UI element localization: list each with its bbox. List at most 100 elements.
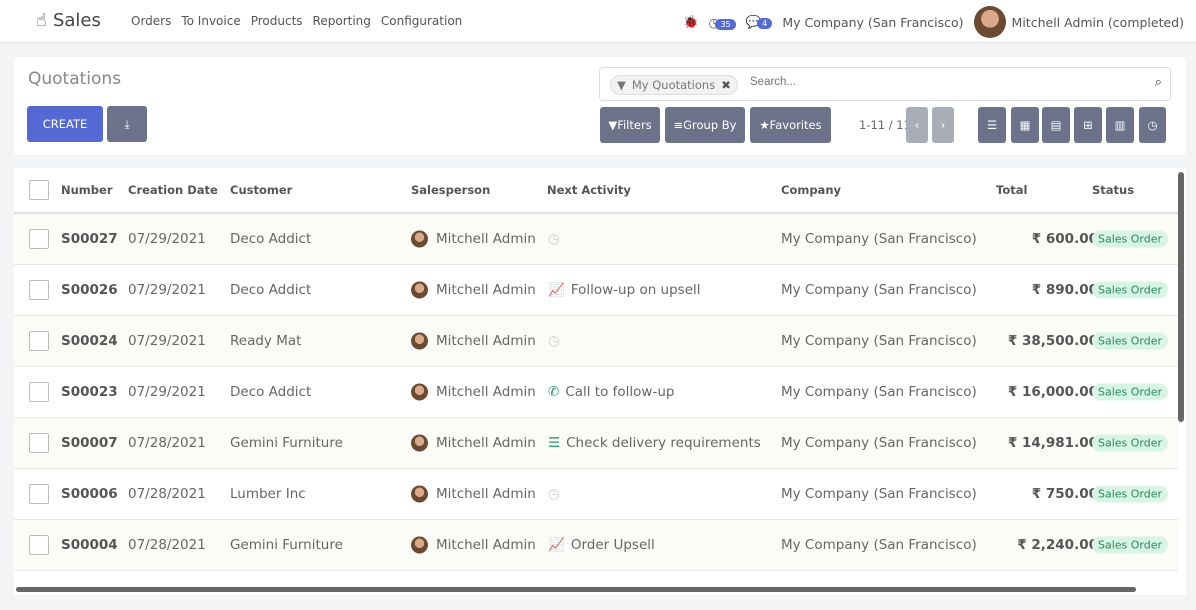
list-icon: ☰ — [986, 118, 998, 132]
clock-icon[interactable]: ◷ — [548, 231, 560, 247]
menu-orders[interactable]: Orders — [131, 14, 172, 28]
col-total[interactable]: Total — [996, 183, 1028, 197]
total: ₹ 2,240.00 — [1017, 537, 1098, 553]
status-badge: Sales Order — [1092, 434, 1169, 452]
col-next-activity[interactable]: Next Activity — [547, 183, 631, 197]
order-number: S00006 — [61, 486, 118, 502]
company: My Company (San Francisco) — [781, 231, 977, 247]
company: My Company (San Francisco) — [781, 333, 977, 349]
next-activity[interactable]: ◷ — [548, 486, 566, 502]
chart-line-icon[interactable]: 📈 — [548, 537, 565, 553]
kanban-view-button[interactable]: ▦ — [1011, 107, 1039, 143]
row-checkbox[interactable] — [29, 484, 49, 504]
app-brand[interactable]: ☝ Sales — [36, 10, 101, 31]
favorites-button[interactable]: ★ Favorites — [750, 107, 831, 143]
next-activity[interactable]: ◷ — [548, 333, 566, 349]
total: ₹ 890.00 — [1031, 282, 1098, 298]
search-input[interactable] — [750, 76, 1130, 88]
group-by-button[interactable]: ≡ Group By — [665, 107, 745, 143]
col-customer[interactable]: Customer — [230, 183, 293, 197]
page-title: Quotations — [28, 69, 122, 89]
menu-reporting[interactable]: Reporting — [312, 14, 371, 28]
horizontal-scrollbar[interactable] — [16, 587, 1136, 592]
download-button[interactable]: ⤓ — [107, 106, 147, 142]
user-menu[interactable]: Mitchell Admin (completed) — [1011, 14, 1184, 30]
menu-configuration[interactable]: Configuration — [380, 14, 463, 28]
calendar-view-button[interactable]: ▤ — [1042, 107, 1070, 143]
status-badge: Sales Order — [1092, 383, 1169, 401]
order-number: S00024 — [61, 333, 118, 349]
user-avatar[interactable] — [973, 6, 1006, 38]
next-activity[interactable]: 📈 Order Upsell — [548, 537, 655, 553]
activity-view-button[interactable]: ◷ — [1139, 107, 1166, 143]
next-activity[interactable]: ☰ Check delivery requirements — [548, 435, 761, 451]
col-creation-date[interactable]: Creation Date — [128, 183, 218, 197]
salesperson: Mitchell Admin — [411, 536, 536, 554]
graph-view-button[interactable]: ▥ — [1106, 107, 1134, 143]
search-bar: ▼My Quotations✖ ⌕ — [599, 67, 1171, 101]
status-badge: Sales Order — [1092, 332, 1169, 350]
remove-facet-icon[interactable]: ✖ — [721, 78, 731, 92]
debug-bug-icon[interactable]: 🐞 — [682, 14, 699, 29]
company: My Company (San Francisco) — [781, 537, 977, 553]
table-row[interactable]: S00027 07/29/2021 Deco Addict Mitchell A… — [14, 214, 1178, 265]
creation-date: 07/28/2021 — [128, 486, 206, 502]
customer: Gemini Furniture — [230, 537, 343, 553]
tasks-icon[interactable]: ☰ — [548, 435, 561, 451]
col-salesperson[interactable]: Salesperson — [411, 183, 491, 197]
next-activity[interactable]: 📈 Follow-up on upsell — [548, 282, 701, 298]
total: ₹ 600.00 — [1031, 231, 1098, 247]
row-checkbox[interactable] — [29, 280, 49, 300]
menu-to-invoice[interactable]: To Invoice — [181, 14, 241, 28]
col-number[interactable]: Number — [61, 183, 113, 197]
col-status[interactable]: Status — [1092, 183, 1135, 197]
pager-previous-button[interactable]: ‹ — [906, 107, 928, 143]
filter-icon: ▼ — [617, 78, 626, 92]
order-number: S00027 — [61, 231, 118, 247]
table-row[interactable]: S00023 07/29/2021 Deco Addict Mitchell A… — [14, 367, 1178, 418]
clock-icon: ◷ — [1147, 118, 1158, 132]
row-checkbox[interactable] — [29, 331, 49, 351]
select-all-checkbox[interactable] — [29, 180, 49, 200]
creation-date: 07/29/2021 — [128, 282, 206, 298]
pivot-view-button[interactable]: ⊞ — [1074, 107, 1102, 143]
search-icon[interactable]: ⌕ — [1154, 75, 1162, 90]
next-activity[interactable]: ◷ — [548, 231, 566, 247]
row-checkbox[interactable] — [29, 433, 49, 453]
top-navbar: ☝ Sales Orders To Invoice Products Report… — [0, 0, 1196, 43]
row-checkbox[interactable] — [29, 535, 49, 555]
table-row[interactable]: S00004 07/28/2021 Gemini Furniture Mitch… — [14, 520, 1178, 571]
menu-products[interactable]: Products — [250, 14, 303, 28]
quotations-table: Number Creation Date Customer Salesperso… — [14, 168, 1186, 595]
chart-line-icon[interactable]: 📈 — [548, 282, 565, 298]
table-row[interactable]: S00006 07/28/2021 Lumber Inc Mitchell Ad… — [14, 469, 1178, 520]
control-panel: Quotations CREATE ⤓ ▼My Quotations✖ ⌕ ▼F… — [14, 57, 1186, 155]
company-switcher[interactable]: My Company (San Francisco) — [782, 14, 964, 30]
filters-button[interactable]: ▼ Filters — [600, 107, 660, 143]
pager-value[interactable]: 1-11 / 11 — [859, 118, 911, 132]
col-company[interactable]: Company — [781, 183, 841, 197]
list-view-button[interactable]: ☰ — [978, 107, 1006, 143]
row-checkbox[interactable] — [29, 382, 49, 402]
status-badge: Sales Order — [1092, 536, 1169, 554]
salesperson: Mitchell Admin — [411, 434, 536, 452]
next-activity[interactable]: ✆ Call to follow-up — [548, 384, 675, 400]
creation-date: 07/28/2021 — [128, 435, 206, 451]
phone-icon[interactable]: ✆ — [548, 384, 560, 400]
messages-button[interactable]: 💬4 — [746, 14, 773, 30]
bars-icon: ≡ — [673, 118, 684, 132]
row-checkbox[interactable] — [29, 229, 49, 249]
create-button[interactable]: CREATE — [27, 106, 103, 142]
order-number: S00004 — [61, 537, 118, 553]
table-row[interactable]: S00026 07/29/2021 Deco Addict Mitchell A… — [14, 265, 1178, 316]
vertical-scrollbar[interactable] — [1178, 172, 1184, 422]
pager-next-button[interactable]: › — [932, 107, 954, 143]
table-row[interactable]: S00007 07/28/2021 Gemini Furniture Mitch… — [14, 418, 1178, 469]
clock-icon[interactable]: ◷ — [548, 333, 560, 349]
activity-button[interactable]: ◷35 — [709, 15, 736, 30]
search-facet: ▼ My Quotations ✖ — [610, 75, 738, 95]
status-badge: Sales Order — [1092, 281, 1169, 299]
clock-icon[interactable]: ◷ — [548, 486, 560, 502]
company: My Company (San Francisco) — [781, 486, 977, 502]
table-row[interactable]: S00024 07/29/2021 Ready Mat Mitchell Adm… — [14, 316, 1178, 367]
